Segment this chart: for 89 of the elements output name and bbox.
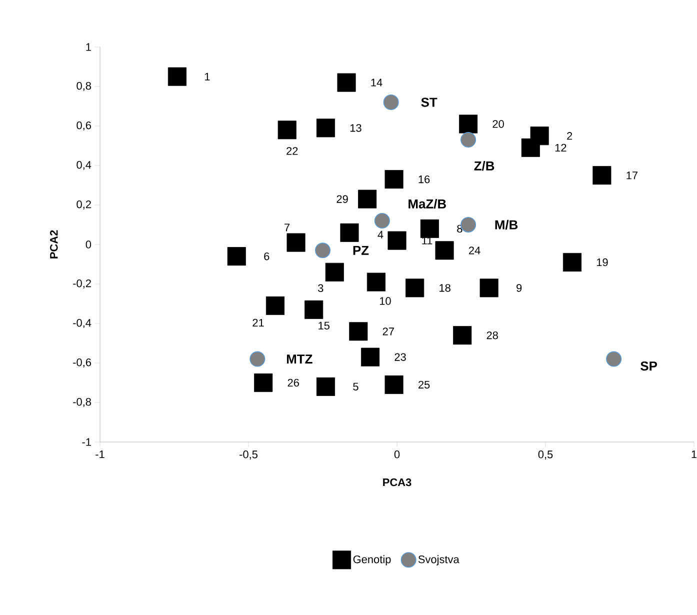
point xyxy=(384,170,404,189)
point xyxy=(606,351,622,367)
x-tick-label: 0 xyxy=(394,450,400,458)
legend-label: Svojstva xyxy=(418,555,460,566)
annotation: 20 xyxy=(492,120,504,128)
y-tick-label: 1 xyxy=(86,43,91,51)
y-axis-title: PCA2 xyxy=(50,230,58,258)
annotation: 15 xyxy=(318,322,330,330)
annotation: 9 xyxy=(516,284,522,292)
annotation: 7 xyxy=(284,224,290,232)
annotation: 13 xyxy=(350,124,362,132)
y-tick-label: -0,8 xyxy=(73,398,91,408)
point xyxy=(337,73,356,92)
annotation: ST xyxy=(421,98,438,107)
point xyxy=(460,132,476,148)
y-tick-label: 0,2 xyxy=(76,200,91,210)
point xyxy=(562,252,582,272)
point xyxy=(383,94,399,110)
point xyxy=(250,351,266,367)
x-tick-label: 0,5 xyxy=(538,450,553,460)
annotation: 12 xyxy=(555,144,566,152)
x-axis-title: PCA3 xyxy=(383,478,412,486)
annotation: 18 xyxy=(440,284,450,292)
point xyxy=(358,190,377,208)
y-tick-label: 0,6 xyxy=(76,121,91,131)
point xyxy=(254,373,273,392)
annotation: 28 xyxy=(486,331,498,340)
annotation: 2 xyxy=(567,132,572,140)
point xyxy=(304,300,324,319)
y-tick-label: 0,4 xyxy=(76,160,92,170)
point xyxy=(286,233,306,252)
point xyxy=(420,219,439,238)
legend-label: Genotip xyxy=(353,555,391,566)
x-tick-label: -1 xyxy=(96,450,104,458)
point xyxy=(406,278,424,298)
point xyxy=(340,223,359,242)
point xyxy=(592,166,612,185)
annotation: 19 xyxy=(596,258,608,266)
annotation: 5 xyxy=(353,382,358,391)
point xyxy=(366,272,386,292)
annotation: 16 xyxy=(418,175,430,184)
annotation: M/B xyxy=(495,220,518,230)
point xyxy=(278,120,296,140)
annotation: 4 xyxy=(378,230,384,238)
y-tick-label: -0,2 xyxy=(73,279,91,289)
point xyxy=(521,138,540,157)
x-tick-label: -0,5 xyxy=(240,450,258,460)
annotation: MaZ/B xyxy=(408,198,446,209)
annotation: SP xyxy=(640,361,658,371)
point xyxy=(453,326,472,345)
point xyxy=(349,322,368,341)
point xyxy=(266,296,285,315)
point xyxy=(374,213,390,229)
annotation: 26 xyxy=(288,378,299,387)
point xyxy=(316,377,335,396)
annotation: 1 xyxy=(205,72,210,80)
y-tick-label: 0,8 xyxy=(76,82,91,92)
annotation: 29 xyxy=(336,195,348,203)
point xyxy=(388,231,406,250)
annotation: 25 xyxy=(418,380,430,389)
annotation: 10 xyxy=(380,297,391,305)
point xyxy=(435,241,454,260)
point xyxy=(227,247,246,266)
point xyxy=(325,262,344,282)
point xyxy=(480,278,498,298)
annotation: 24 xyxy=(468,246,480,254)
point xyxy=(459,114,478,134)
point xyxy=(316,118,335,138)
annotation: PZ xyxy=(353,246,369,255)
y-tick-label: 0 xyxy=(86,240,92,248)
y-tick-label: -0,4 xyxy=(73,318,92,328)
annotation: 21 xyxy=(252,318,264,327)
point xyxy=(384,375,404,394)
point xyxy=(460,216,476,233)
annotation: 22 xyxy=(286,147,298,155)
x-tick-label: 1 xyxy=(692,450,697,458)
point xyxy=(168,67,186,86)
annotation: Z/B xyxy=(474,160,494,171)
point xyxy=(314,242,331,258)
annotation: 14 xyxy=(371,78,382,86)
y-tick-label: -1 xyxy=(82,438,91,446)
annotation: 27 xyxy=(382,328,394,336)
annotation: 3 xyxy=(318,284,324,292)
annotation: 17 xyxy=(626,172,638,180)
annotation: 6 xyxy=(264,252,270,260)
annotation: MTZ xyxy=(286,354,312,364)
annotation: 23 xyxy=(394,353,406,361)
point xyxy=(361,348,380,366)
y-tick-label: -0,6 xyxy=(73,358,91,368)
